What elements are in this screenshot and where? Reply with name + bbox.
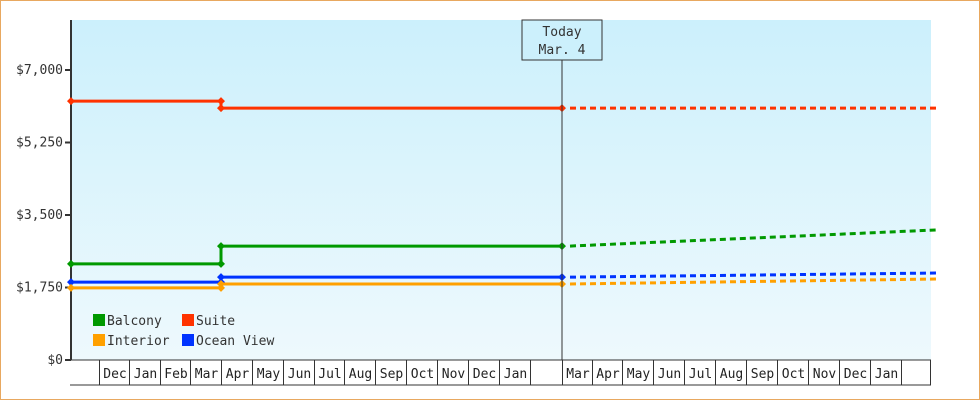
- legend-swatch: [182, 314, 194, 326]
- data-point-marker[interactable]: [67, 97, 75, 106]
- data-point-marker[interactable]: [217, 273, 225, 282]
- month-label: Jun: [658, 367, 681, 382]
- month-label: Jan: [875, 367, 898, 382]
- month-label: Oct: [782, 367, 805, 382]
- series-lines: [67, 97, 938, 292]
- data-point-marker[interactable]: [217, 97, 225, 106]
- month-label: Oct: [411, 367, 434, 382]
- month-label: Jul: [318, 367, 341, 382]
- y-tick-label: $7,000: [16, 63, 63, 78]
- legend-swatch: [182, 334, 194, 346]
- y-tick-label: $5,250: [16, 136, 63, 151]
- today-label: Today: [542, 25, 581, 40]
- legend-label: Balcony: [107, 314, 162, 329]
- legend-label: Suite: [196, 314, 235, 329]
- month-label: Jul: [689, 367, 712, 382]
- month-label: Jan: [134, 367, 157, 382]
- data-point-marker[interactable]: [217, 279, 225, 288]
- month-label: Apr: [596, 367, 620, 382]
- today-date: Mar. 4: [539, 43, 586, 58]
- legend-label: Ocean View: [196, 334, 274, 349]
- series-balcony: [67, 228, 938, 268]
- month-label: Apr: [226, 367, 250, 382]
- month-label: Aug: [720, 367, 743, 382]
- month-label: Dec: [103, 367, 126, 382]
- month-label: Mar: [566, 367, 590, 382]
- month-label: Jun: [288, 367, 311, 382]
- series-suite: [67, 97, 937, 113]
- legend: Balcony Suite Interior Ocean View: [93, 314, 274, 349]
- data-point-marker[interactable]: [67, 283, 75, 292]
- month-label: Aug: [349, 367, 372, 382]
- x-axis-months: Dec Jan Feb Mar Apr May Jun Jul Aug Sep Oct Nov Dec J…: [70, 359, 931, 386]
- data-point-marker[interactable]: [67, 259, 75, 268]
- month-label: Dec: [844, 367, 867, 382]
- data-point-marker[interactable]: [217, 104, 225, 113]
- data-point-marker[interactable]: [67, 278, 75, 287]
- data-point-marker[interactable]: [217, 259, 225, 268]
- today-marker: Today Mar. 4: [521, 19, 603, 360]
- y-tick-label: $1,750: [16, 281, 63, 296]
- y-tick-label: $0: [47, 353, 63, 368]
- y-tick-label: $3,500: [16, 208, 63, 223]
- y-axis: $0 $1,750 $3,500 $5,250 $7,000: [16, 20, 72, 368]
- month-label: Sep: [380, 367, 404, 382]
- plot-area: [71, 20, 931, 360]
- month-label: Nov: [442, 367, 466, 382]
- legend-label: Interior: [107, 334, 170, 349]
- series-interior: [67, 277, 938, 292]
- legend-swatch: [93, 314, 105, 326]
- month-label: Nov: [813, 367, 837, 382]
- month-label: Feb: [164, 367, 188, 382]
- month-label: Mar: [195, 367, 219, 382]
- legend-swatch: [93, 334, 105, 346]
- month-label: Sep: [751, 367, 775, 382]
- month-label: Jan: [504, 367, 527, 382]
- month-label: May: [627, 367, 651, 382]
- month-label: Dec: [473, 367, 496, 382]
- month-label: May: [257, 367, 281, 382]
- data-point-marker[interactable]: [217, 242, 225, 251]
